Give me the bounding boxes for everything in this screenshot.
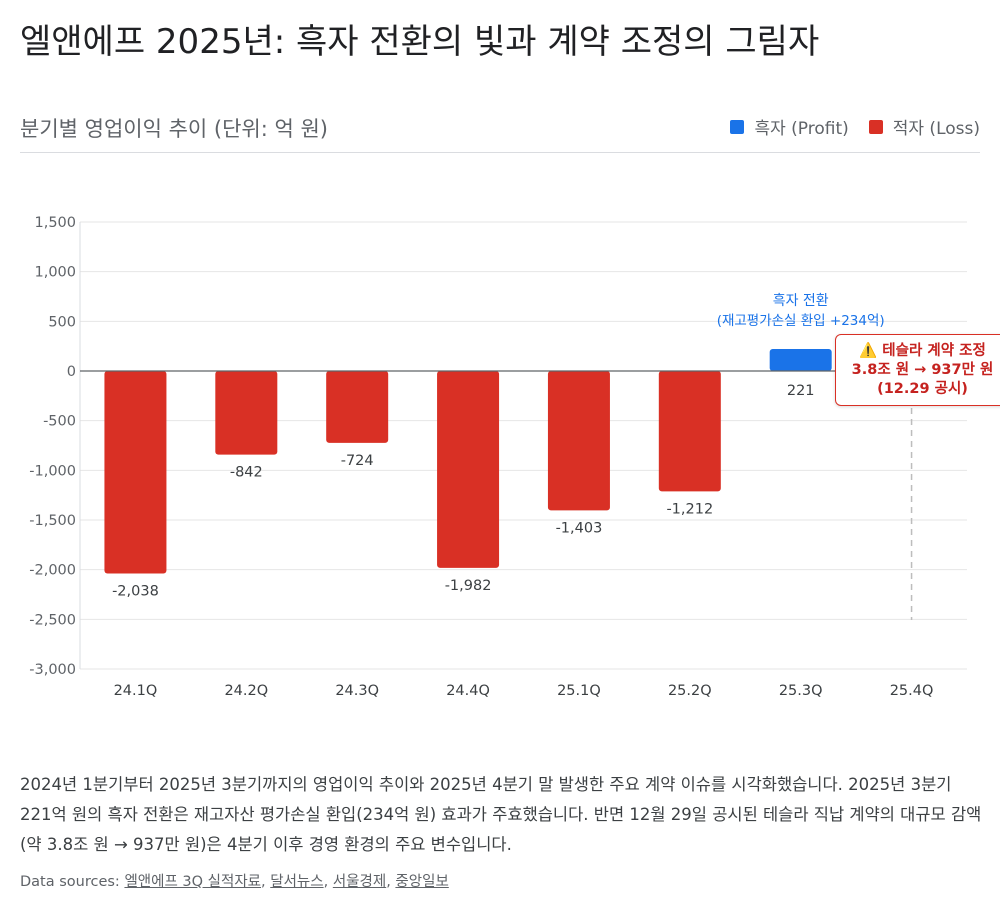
y-tick-label: 500 [48,314,76,330]
data-label: -2,038 [112,583,159,599]
chart-subtitle: 분기별 영업이익 추이 (단위: 억 원) [20,117,328,141]
x-tick-label: 24.4Q [446,683,490,699]
bar-25.1Q [547,371,610,511]
bar-25.2Q [658,371,721,492]
y-tick-label: -2,000 [29,563,76,579]
profit-annotation-title: 흑자 전환 [773,292,829,309]
bar-24.4Q [437,371,500,568]
legend-label-loss: 적자 (Loss) [892,119,980,139]
profit-annotation-detail: (재고평가손실 환입 +234억) [717,313,885,329]
tesla-callout-line2: 3.8조 원 → 937만 원 [851,362,994,378]
y-tick-label: -1,000 [29,463,76,479]
x-tick-label: 24.2Q [224,683,268,699]
data-label: -842 [230,465,263,481]
tesla-callout: ⚠️ 테슬라 계약 조정 3.8조 원 → 937만 원 (12.29 공시) [835,334,1000,406]
source-link-4[interactable]: 중앙일보 [395,874,449,890]
x-tick-label: 25.2Q [668,683,712,699]
legend-label-profit: 흑자 (Profit) [754,119,849,139]
legend-item-loss: 적자 (Loss) [868,114,980,139]
x-tick-label: 25.1Q [557,683,601,699]
legend-swatch-loss [868,119,883,134]
source-link-2[interactable]: 달서뉴스 [270,874,324,890]
data-label: 221 [787,383,815,399]
bar-25.3Q [769,349,832,371]
bar-chart: 1,500 1,000 500 0 -500 -1,000 -1,500 -2,000 -2,5… [29,215,967,699]
bar-24.2Q [215,371,278,455]
data-label: -724 [341,453,374,469]
x-tick-label: 24.1Q [114,683,158,699]
sources-label: Data sources: [20,874,120,890]
page-title: 엘앤에프 2025년: 흑자 전환의 빛과 계약 조정의 그림자 [20,22,820,62]
data-label: -1,212 [666,501,713,517]
source-link-3[interactable]: 서울경제 [332,874,387,890]
y-tick-label: 1,000 [34,265,76,281]
header-divider [20,152,980,153]
legend-swatch-profit [730,119,745,134]
tesla-callout-line3: (12.29 공시) [877,381,968,397]
y-tick-label: 0 [67,364,76,380]
y-tick-label: -500 [43,414,76,430]
source-link-1[interactable]: 엘앤에프 3Q 실적자료 [124,874,262,890]
tesla-callout-line1: ⚠️ 테슬라 계약 조정 [859,343,986,359]
bar-24.3Q [326,371,389,443]
y-tick-label: -2,500 [29,612,76,628]
data-label: -1,403 [556,520,603,536]
y-tick-label: -1,500 [29,513,76,529]
data-label: -1,982 [445,578,492,594]
chart-legend: 흑자 (Profit) 적자 (Loss) [730,114,980,139]
bar-24.1Q [104,371,167,574]
legend-item-profit: 흑자 (Profit) [730,114,849,139]
x-tick-label: 24.3Q [335,683,379,699]
y-tick-label: -3,000 [29,662,76,678]
x-tick-label: 25.4Q [890,683,934,699]
data-sources: Data sources: 엘앤에프 3Q 실적자료, 달서뉴스, 서울경제, … [20,874,449,890]
chart-description: 2024년 1분기부터 2025년 3분기까지의 영업이익 추이와 2025년 … [20,775,982,854]
x-tick-label: 25.3Q [779,683,823,699]
y-tick-label: 1,500 [34,215,76,231]
